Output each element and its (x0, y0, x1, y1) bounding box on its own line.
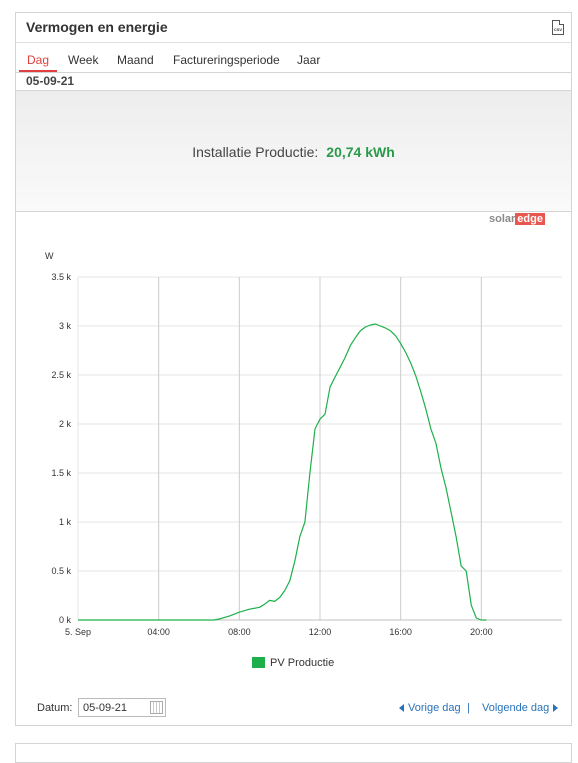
arrow-right-icon (553, 704, 559, 712)
previous-day-link[interactable]: Vorige dag (399, 702, 461, 714)
tab-month[interactable]: Maand (117, 53, 154, 67)
tab-billing-period[interactable]: Factureringsperiode (173, 53, 280, 67)
date-field-label: Datum: (37, 702, 73, 714)
production-summary: Installatie Productie: 20,74 kWh (16, 91, 571, 212)
active-tab-indicator (19, 70, 57, 72)
x-tick-label: 08:00 (228, 627, 251, 637)
arrow-left-icon (399, 704, 404, 712)
chart-legend[interactable]: PV Productie (252, 657, 334, 669)
next-panel (15, 743, 572, 763)
legend-swatch (252, 657, 265, 668)
x-tick-label: 04:00 (147, 627, 170, 637)
y-tick-label: 2 k (59, 419, 72, 429)
y-tick-label: 1 k (59, 517, 72, 527)
y-tick-label: 2.5 k (51, 370, 71, 380)
tab-year[interactable]: Jaar (297, 53, 321, 67)
panel-title: Vermogen en energie (26, 19, 168, 35)
tab-day[interactable]: Dag (27, 53, 50, 67)
date-row: 05-09-21 (16, 73, 571, 91)
energy-panel: Vermogen en energie CSV Dag Week Maand F… (15, 12, 572, 726)
next-day-link[interactable]: Volgende dag (482, 702, 559, 714)
series-line-pv-production (78, 323, 487, 621)
tab-week[interactable]: Week (68, 53, 99, 67)
y-tick-label: 0 k (59, 615, 72, 625)
csv-export-icon[interactable]: CSV (552, 20, 564, 35)
period-tabs: Dag Week Maand Factureringsperiode Jaar (16, 43, 571, 73)
y-axis-label: W (45, 251, 54, 261)
y-tick-label: 3 k (59, 321, 72, 331)
x-tick-label: 5. Sep (65, 627, 91, 637)
nav-separator: | (467, 702, 470, 714)
date-input[interactable] (78, 698, 166, 717)
summary-value: 20,74 kWh (326, 144, 395, 160)
y-tick-label: 1.5 k (51, 468, 71, 478)
solaredge-logo: solar edge (489, 213, 545, 225)
calendar-icon[interactable] (150, 701, 163, 714)
y-tick-label: 0.5 k (51, 566, 71, 576)
x-tick-label: 20:00 (470, 627, 493, 637)
power-chart: 0 k 0.5 k 1 k 1.5 k 2 k 2.5 k 3 k 3.5 k 5. Sep 04… (45, 251, 562, 637)
summary-label: Installatie Productie: (192, 144, 319, 160)
panel-header: Vermogen en energie CSV (16, 13, 571, 43)
x-tick-label: 12:00 (309, 627, 332, 637)
x-tick-label: 16:00 (389, 627, 412, 637)
legend-label: PV Productie (270, 657, 335, 669)
y-tick-label: 3.5 k (51, 272, 71, 282)
current-date: 05-09-21 (26, 74, 75, 88)
